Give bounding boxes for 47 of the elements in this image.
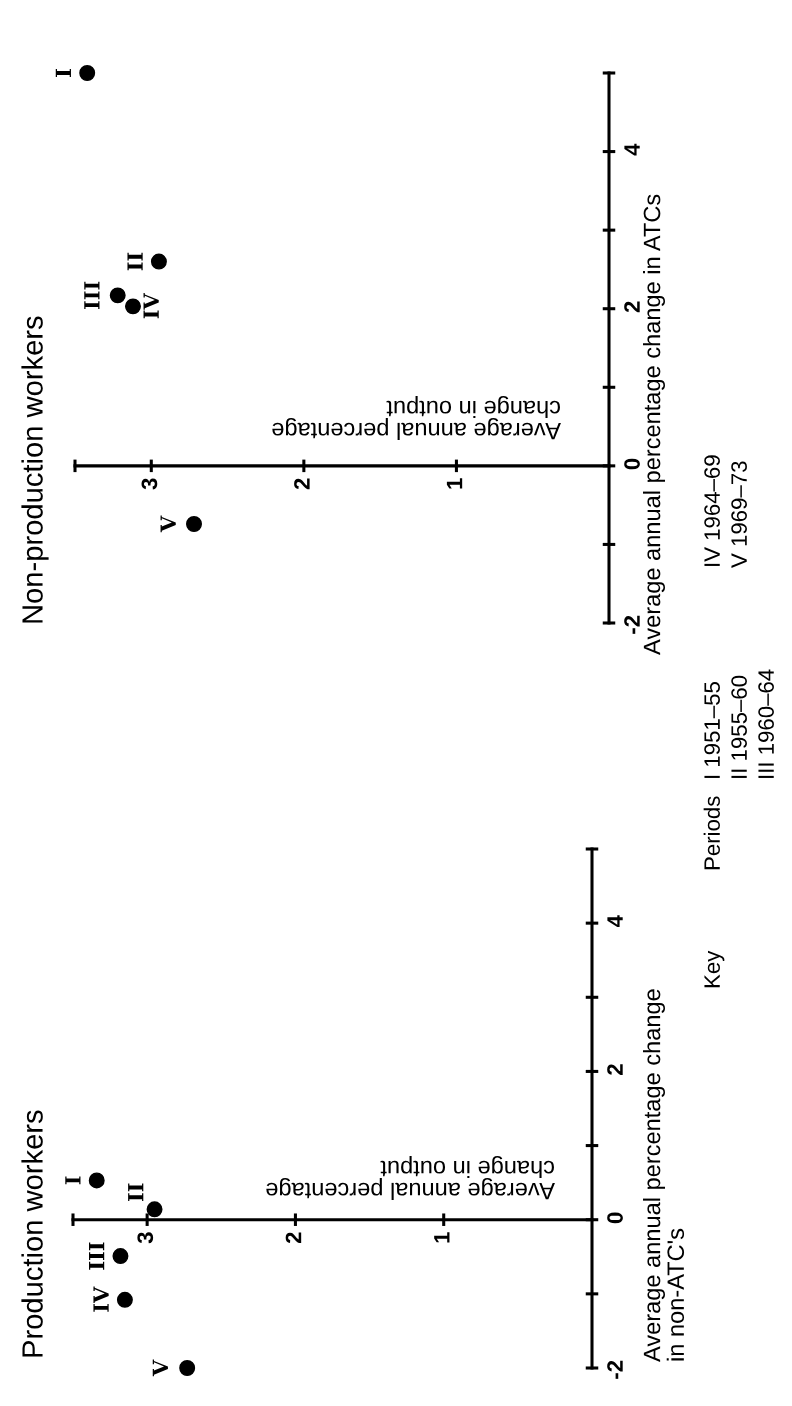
- text: Non-production workers: [21, 316, 49, 623]
- point: [124, 298, 141, 315]
- text: Periods: [703, 796, 720, 870]
- x-axis-title: Average annual percentage change in output: [266, 1155, 555, 1200]
- annotation: II: [128, 1183, 144, 1202]
- annotation: IV: [93, 1286, 109, 1312]
- y-tick-label: 4: [624, 143, 640, 156]
- annotation: I: [65, 1176, 81, 1185]
- text: Key: [704, 950, 725, 988]
- y-tick-label: 2: [607, 1064, 623, 1075]
- y-tick-label: 2: [624, 301, 640, 313]
- point: [112, 1248, 129, 1265]
- text: V 1969–73: [731, 461, 747, 568]
- point: [146, 1201, 163, 1218]
- x-tick-label: 1: [434, 1232, 450, 1243]
- annotation: II: [127, 252, 143, 271]
- point: [116, 1291, 133, 1308]
- y-tick-label: -2: [607, 1360, 623, 1379]
- annotation: I: [55, 69, 71, 77]
- text: II 1955–60: [731, 675, 747, 778]
- annotation: III: [84, 281, 100, 309]
- annotation: V: [152, 1359, 168, 1377]
- x-tick-label: 2: [285, 1232, 302, 1244]
- point: [79, 65, 96, 81]
- y-tick-label: 0: [607, 1212, 623, 1224]
- x-tick-label: 3: [141, 478, 158, 490]
- point: [88, 1172, 105, 1189]
- x-tick-label: 2: [294, 478, 310, 490]
- x-tick-label: 1: [446, 478, 463, 489]
- point: [150, 253, 167, 270]
- text: IV 1964–69: [704, 455, 720, 566]
- point: [179, 1360, 196, 1376]
- annotation: IV: [143, 293, 159, 319]
- y-axis-title: Average annual percentage change in non-ATC's: [643, 989, 685, 1362]
- y-tick-label: -2: [624, 615, 640, 634]
- point: [109, 287, 126, 304]
- y-tick-label: 0: [624, 458, 640, 470]
- text: I 1951–55: [704, 682, 720, 778]
- y-tick-label: 4: [607, 915, 623, 928]
- x-tick-label: 3: [137, 1232, 154, 1244]
- annotation: V: [160, 515, 176, 533]
- text: III 1960–64: [758, 669, 774, 778]
- point: [186, 516, 202, 532]
- x-axis-title: Average annual percentage change in output: [272, 395, 561, 440]
- y-axis-title: Average annual percentage change in ATCs: [643, 194, 666, 655]
- annotation: III: [89, 1242, 105, 1270]
- text: Production workers: [21, 1110, 43, 1357]
